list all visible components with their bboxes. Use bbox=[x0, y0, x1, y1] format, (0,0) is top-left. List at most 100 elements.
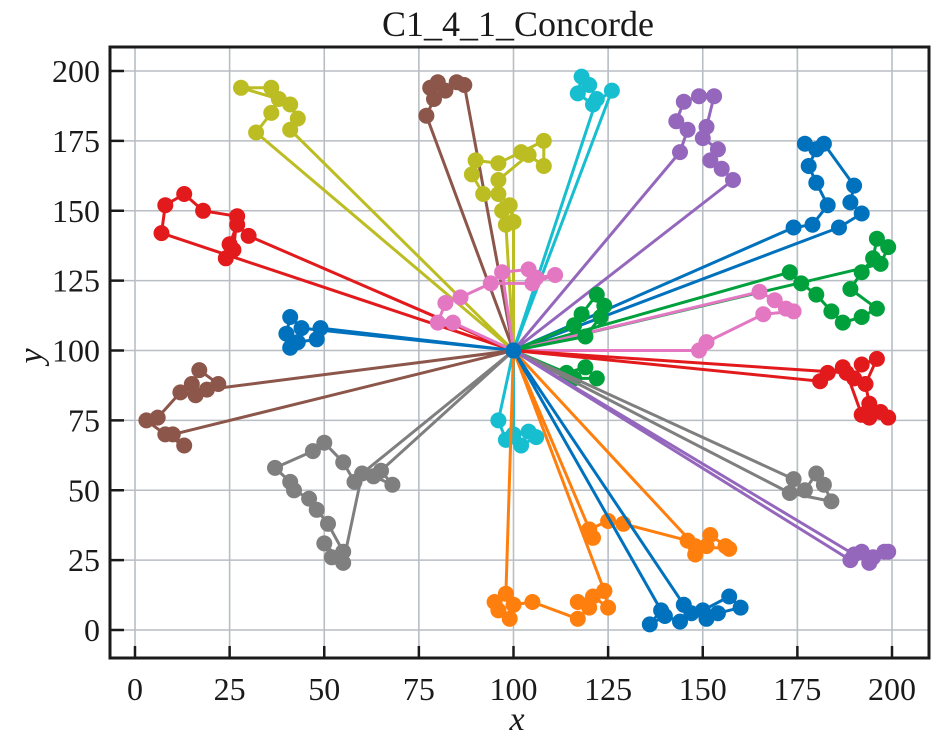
y-axis-label: y bbox=[13, 348, 50, 367]
route-point bbox=[573, 306, 590, 323]
route-point bbox=[569, 85, 586, 102]
y-tick-label: 75 bbox=[68, 402, 100, 438]
route-point bbox=[335, 554, 352, 571]
route-point bbox=[588, 370, 605, 387]
y-tick-label: 200 bbox=[52, 53, 100, 89]
route-point bbox=[233, 79, 249, 96]
route-point bbox=[354, 465, 371, 482]
route-point bbox=[834, 314, 851, 331]
route-line bbox=[512, 142, 864, 352]
y-tick-label: 25 bbox=[68, 542, 100, 578]
route-point bbox=[426, 91, 442, 107]
route-point bbox=[505, 426, 522, 443]
ticks: 0 25 50 75 100 125 150 175 200 0 25 50 75 100 125 150 17… bbox=[52, 53, 916, 707]
route-point bbox=[815, 476, 832, 493]
route-point bbox=[263, 104, 280, 121]
route-point bbox=[842, 281, 859, 297]
route-route-blue-top-right bbox=[505, 135, 870, 359]
route-point bbox=[520, 146, 537, 163]
route-point bbox=[880, 409, 897, 426]
route-point bbox=[868, 230, 885, 247]
route-point bbox=[846, 177, 863, 194]
route-point bbox=[603, 82, 620, 99]
route-point bbox=[286, 482, 302, 499]
route-point bbox=[853, 406, 870, 423]
chart-title: C1_4_1_Concorde bbox=[382, 4, 654, 44]
route-point bbox=[785, 471, 802, 488]
route-route-blue-bottom bbox=[505, 342, 749, 633]
route-point bbox=[490, 602, 507, 619]
route-point bbox=[240, 227, 257, 244]
route-point bbox=[497, 216, 514, 233]
route-point bbox=[755, 306, 772, 323]
route-point bbox=[732, 599, 749, 616]
route-point bbox=[164, 426, 181, 443]
route-point bbox=[316, 434, 333, 451]
route-point bbox=[815, 135, 832, 152]
route-point bbox=[808, 465, 825, 482]
route-point bbox=[800, 158, 817, 174]
route-point bbox=[172, 384, 189, 401]
route-point bbox=[846, 546, 863, 563]
route-point bbox=[672, 613, 688, 630]
route-point bbox=[868, 300, 885, 317]
route-point bbox=[838, 364, 855, 381]
x-tick-label: 100 bbox=[490, 671, 538, 707]
route-line bbox=[513, 237, 890, 352]
plot-frame bbox=[108, 45, 931, 660]
route-point bbox=[823, 493, 840, 510]
route-point bbox=[229, 208, 246, 225]
route-point bbox=[569, 610, 586, 627]
x-tick-label: 50 bbox=[308, 671, 340, 707]
route-point bbox=[452, 289, 469, 306]
route-point bbox=[842, 194, 859, 211]
route-point bbox=[702, 527, 719, 543]
route-point bbox=[282, 309, 299, 325]
route-point bbox=[248, 124, 265, 141]
route-point bbox=[282, 96, 299, 113]
route-point bbox=[535, 132, 552, 149]
route-point bbox=[210, 376, 227, 392]
route-point bbox=[853, 356, 870, 373]
route-point bbox=[335, 454, 352, 471]
route-point bbox=[785, 303, 802, 320]
x-tick-label: 75 bbox=[403, 671, 435, 707]
route-point bbox=[675, 93, 692, 110]
route-point bbox=[694, 602, 711, 619]
route-point bbox=[490, 155, 507, 172]
route-point bbox=[501, 610, 518, 627]
x-tick-label: 150 bbox=[679, 671, 727, 707]
route-point bbox=[157, 197, 174, 214]
route-point bbox=[482, 275, 499, 292]
route-point bbox=[853, 309, 870, 325]
route-point bbox=[808, 286, 825, 303]
route-point bbox=[301, 490, 318, 507]
route-point bbox=[679, 121, 696, 138]
x-tick-label: 175 bbox=[773, 671, 821, 707]
route-point bbox=[418, 107, 435, 124]
route-point bbox=[308, 331, 325, 348]
route-point bbox=[289, 110, 306, 127]
y-tick-label: 150 bbox=[52, 193, 100, 229]
route-point bbox=[880, 543, 897, 560]
route-point bbox=[668, 113, 685, 130]
route-point bbox=[709, 605, 726, 622]
x-tick-label: 200 bbox=[868, 671, 916, 707]
route-point bbox=[384, 476, 401, 493]
route-point bbox=[524, 594, 541, 610]
route-point bbox=[831, 219, 847, 236]
route-point bbox=[857, 376, 874, 392]
route-point bbox=[691, 342, 707, 359]
route-point bbox=[706, 88, 723, 105]
y-tick-label: 100 bbox=[52, 333, 100, 369]
route-point bbox=[505, 596, 522, 613]
route-point bbox=[187, 387, 204, 404]
route-point bbox=[793, 275, 810, 292]
route-point bbox=[694, 130, 711, 147]
route-point bbox=[138, 412, 155, 429]
y-tick-label: 125 bbox=[52, 263, 100, 299]
route-point bbox=[868, 350, 885, 367]
route-point bbox=[796, 482, 813, 499]
route-point bbox=[781, 264, 798, 281]
